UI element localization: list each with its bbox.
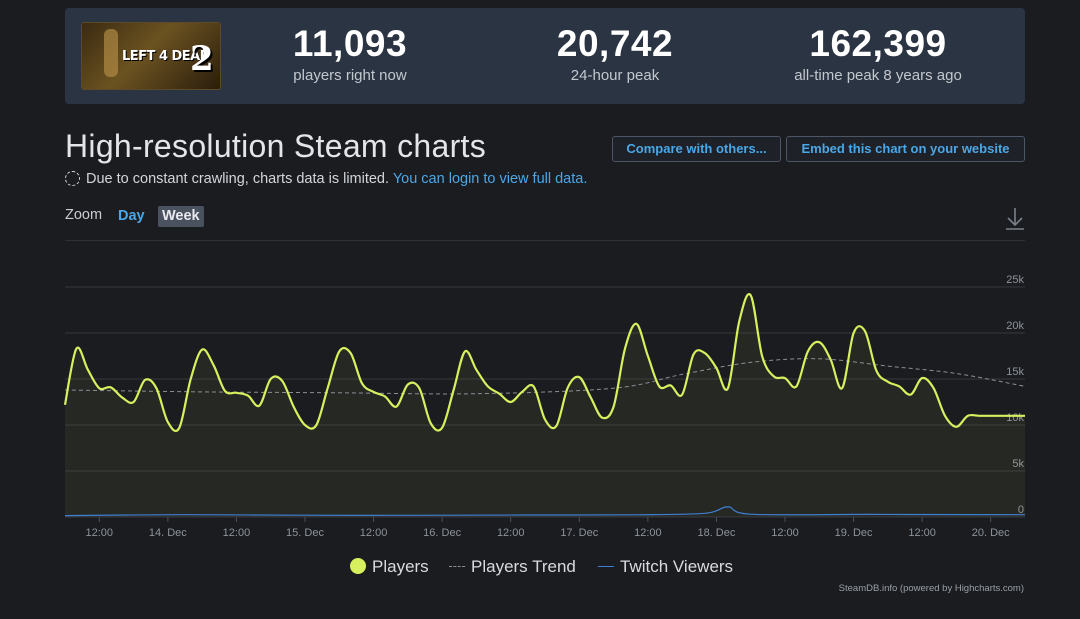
x-tick-label: 19. Dec <box>835 527 873 539</box>
header-divider <box>65 240 1025 241</box>
logo-text: LEFT 4 DEAD <box>122 49 211 64</box>
stat-value: 11,093 <box>292 23 408 64</box>
x-tick-label: 16. Dec <box>423 527 461 539</box>
x-tick-label: 12:00 <box>497 527 525 539</box>
logo-hand-graphic <box>104 29 118 77</box>
chart-credits[interactable]: SteamDB.info (powered by Highcharts.com) <box>838 583 1024 594</box>
page-title: High-resolution Steam charts <box>65 128 487 164</box>
game-logo[interactable]: LEFT 4 DEAD 2 <box>81 22 221 90</box>
legend-twitch-marker <box>598 566 614 567</box>
notice-text: Due to constant crawling, charts data is… <box>86 171 390 187</box>
legend-players[interactable]: Players <box>350 557 429 577</box>
legend-players-label: Players <box>372 557 429 576</box>
chart-grid <box>65 286 1025 518</box>
stats-panel: LEFT 4 DEAD 2 11,093 players right now 2… <box>65 8 1025 104</box>
x-tick-label: 18. Dec <box>697 527 735 539</box>
x-tick-label: 20. Dec <box>972 527 1010 539</box>
y-tick-label: 25k <box>1006 274 1024 286</box>
stat-24h-peak: 20,742 24-hour peak <box>505 23 725 85</box>
stat-label: players right now <box>293 67 407 84</box>
login-link[interactable]: You can login to view full data. <box>392 171 588 187</box>
y-tick-label: 5k <box>1012 458 1024 470</box>
zoom-week-button[interactable]: Week <box>158 206 204 227</box>
legend-trend[interactable]: Players Trend <box>449 557 576 577</box>
stat-label: 24-hour peak <box>570 67 660 84</box>
logo-numeral: 2 <box>190 39 214 79</box>
legend-twitch[interactable]: Twitch Viewers <box>598 557 733 577</box>
twitch-viewers-line <box>64 506 1026 517</box>
stat-all-time-peak: 162,399 all-time peak 8 years ago <box>768 23 988 85</box>
x-tick-label: 12:00 <box>86 527 114 539</box>
x-tick-label: 14. Dec <box>149 527 187 539</box>
x-tick-label: 12:00 <box>771 527 799 539</box>
x-tick-label: 17. Dec <box>560 527 598 539</box>
compare-button[interactable]: Compare with others... <box>612 136 781 162</box>
players-area <box>65 294 1025 517</box>
download-icon[interactable] <box>1000 203 1040 243</box>
players-line <box>63 293 1025 433</box>
legend-players-marker <box>350 558 366 574</box>
zoom-label: Zoom <box>65 207 103 223</box>
y-tick-label: 15k <box>1006 366 1024 378</box>
legend-twitch-label: Twitch Viewers <box>620 557 734 576</box>
legend-trend-label: Players Trend <box>471 557 576 576</box>
embed-button[interactable]: Embed this chart on your website <box>786 136 1025 162</box>
stat-label: all-time peak 8 years ago <box>794 67 962 84</box>
x-axis-labels: 12:00 14. Dec 12:00 15. Dec 12:00 16. Dec 12:0… <box>86 517 1010 539</box>
x-tick-label: 15. Dec <box>286 527 324 539</box>
players-trend-line <box>64 358 1026 395</box>
x-tick-label: 12:00 <box>634 527 662 539</box>
stat-players-now: 11,093 players right now <box>240 23 460 85</box>
dashed-circle-icon <box>65 171 80 186</box>
zoom-day-button[interactable]: Day <box>118 208 145 224</box>
y-tick-label: 20k <box>1006 320 1024 332</box>
x-tick-label: 12:00 <box>360 527 388 539</box>
legend-trend-marker <box>449 566 465 567</box>
y-tick-label: 0 <box>1018 504 1024 516</box>
stat-value: 20,742 <box>556 23 674 64</box>
x-tick-label: 12:00 <box>908 527 936 539</box>
x-tick-label: 12:00 <box>223 527 251 539</box>
stat-value: 162,399 <box>809 23 947 64</box>
data-limit-notice: Due to constant crawling, charts data is… <box>65 171 587 187</box>
